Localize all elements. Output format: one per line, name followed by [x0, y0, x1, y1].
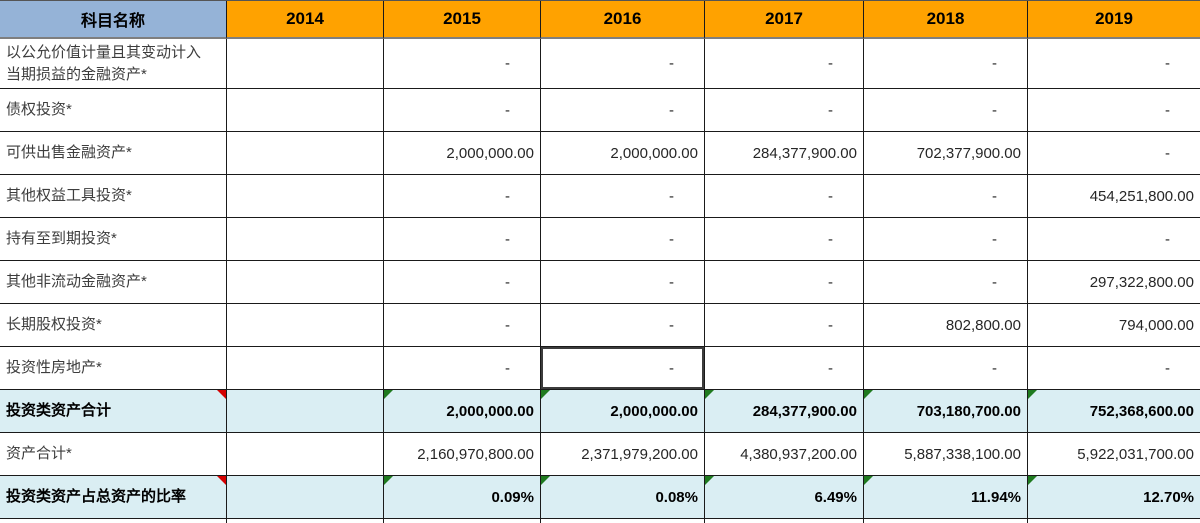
row-label-cell[interactable]: 以公允价值计量且其变动计入 当期损益的金融资产* — [0, 39, 227, 89]
value-cell[interactable] — [227, 261, 384, 304]
value-cell[interactable] — [227, 175, 384, 218]
value-cell[interactable] — [227, 390, 384, 433]
value-cell[interactable]: - — [705, 304, 864, 347]
value-cell[interactable] — [227, 132, 384, 175]
value-cell[interactable]: - — [541, 39, 705, 89]
value-cell[interactable]: 297,322,800.00 — [1028, 261, 1200, 304]
value-cell[interactable]: 0.09% — [384, 476, 541, 519]
column-header-year-2018[interactable]: 2018 — [864, 1, 1028, 39]
value-cell[interactable]: 6.49% — [705, 476, 864, 519]
value-cell[interactable]: 5,922,031,700.00 — [1028, 433, 1200, 476]
value-cell[interactable]: - — [705, 39, 864, 89]
value-cell[interactable]: - — [864, 39, 1028, 89]
partial-row-cell[interactable] — [1028, 519, 1200, 523]
value-cell[interactable] — [227, 39, 384, 89]
partial-row-cell[interactable] — [227, 519, 384, 523]
value-cell[interactable]: - — [541, 89, 705, 132]
row-label-cell[interactable]: 投资性房地产* — [0, 347, 227, 390]
value-cell[interactable]: 2,000,000.00 — [541, 132, 705, 175]
value-cell[interactable]: - — [705, 89, 864, 132]
value-cell[interactable] — [227, 89, 384, 132]
value-cell[interactable]: 284,377,900.00 — [705, 390, 864, 433]
column-header-year-2016[interactable]: 2016 — [541, 1, 705, 39]
value-cell[interactable]: - — [541, 261, 705, 304]
row-label-cell[interactable]: 投资类资产占总资产的比率 — [0, 476, 227, 519]
value-cell[interactable]: - — [541, 218, 705, 261]
value-cell[interactable]: 2,000,000.00 — [541, 390, 705, 433]
partial-row-cell[interactable] — [384, 519, 541, 523]
value-cell[interactable]: 11.94% — [864, 476, 1028, 519]
value-cell[interactable]: - — [705, 175, 864, 218]
row-label-cell[interactable]: 资产合计* — [0, 433, 227, 476]
value-cell[interactable] — [227, 476, 384, 519]
row-label-cell[interactable]: 债权投资* — [0, 89, 227, 132]
value-cell[interactable]: - — [705, 218, 864, 261]
value-cell[interactable]: - — [384, 261, 541, 304]
value-cell[interactable]: - — [1028, 132, 1200, 175]
row-label-cell[interactable]: 持有至到期投资* — [0, 218, 227, 261]
partial-row-cell[interactable] — [541, 519, 705, 523]
value-cell[interactable]: 752,368,600.00 — [1028, 390, 1200, 433]
value-cell[interactable]: 2,000,000.00 — [384, 132, 541, 175]
value-cell[interactable] — [227, 347, 384, 390]
value-cell[interactable]: 0.08% — [541, 476, 705, 519]
value-cell[interactable]: - — [705, 261, 864, 304]
column-header-year-2014[interactable]: 2014 — [227, 1, 384, 39]
column-header-year-2019[interactable]: 2019 — [1028, 1, 1200, 39]
value-cell[interactable]: 4,380,937,200.00 — [705, 433, 864, 476]
value-cell[interactable]: - — [1028, 39, 1200, 89]
value-cell[interactable]: - — [1028, 89, 1200, 132]
value-cell[interactable]: - — [864, 261, 1028, 304]
value-cell[interactable]: - — [384, 39, 541, 89]
partial-row-cell[interactable] — [705, 519, 864, 523]
value-cell[interactable] — [227, 433, 384, 476]
value-cell[interactable]: - — [384, 218, 541, 261]
value-cell[interactable]: - — [1028, 218, 1200, 261]
row-label-cell[interactable]: 可供出售金融资产* — [0, 132, 227, 175]
value-cell[interactable]: - — [384, 175, 541, 218]
value-cell[interactable] — [227, 304, 384, 347]
column-header-year-2017[interactable]: 2017 — [705, 1, 864, 39]
row-label-cell[interactable]: 其他非流动金融资产* — [0, 261, 227, 304]
value-cell[interactable]: 12.70% — [1028, 476, 1200, 519]
value-cell[interactable]: - — [864, 347, 1028, 390]
row-label-cell[interactable]: 长期股权投资* — [0, 304, 227, 347]
value-cell[interactable]: 802,800.00 — [864, 304, 1028, 347]
value-cell[interactable]: 2,371,979,200.00 — [541, 433, 705, 476]
value-cell[interactable]: 2,160,970,800.00 — [384, 433, 541, 476]
value-cell[interactable]: - — [705, 347, 864, 390]
column-header-year-2015[interactable]: 2015 — [384, 1, 541, 39]
partial-row-cell[interactable] — [0, 519, 227, 523]
row-label-cell[interactable]: 投资类资产合计 — [0, 390, 227, 433]
value-cell[interactable]: 454,251,800.00 — [1028, 175, 1200, 218]
row-label-cell[interactable]: 其他权益工具投资* — [0, 175, 227, 218]
value-cell[interactable]: 5,887,338,100.00 — [864, 433, 1028, 476]
value-cell[interactable]: - — [384, 89, 541, 132]
value-cell[interactable]: - — [864, 218, 1028, 261]
value-cell[interactable]: 702,377,900.00 — [864, 132, 1028, 175]
value-cell[interactable]: - — [541, 175, 705, 218]
value-cell[interactable]: - — [1028, 347, 1200, 390]
partial-row-cell[interactable] — [864, 519, 1028, 523]
value-cell[interactable]: - — [864, 175, 1028, 218]
value-cell[interactable]: - — [864, 89, 1028, 132]
selected-cell[interactable]: - — [541, 347, 705, 390]
value-cell[interactable] — [227, 218, 384, 261]
value-cell[interactable]: - — [384, 347, 541, 390]
value-cell[interactable]: - — [541, 304, 705, 347]
column-header-subject[interactable]: 科目名称 — [0, 1, 227, 39]
value-cell[interactable]: 284,377,900.00 — [705, 132, 864, 175]
value-cell[interactable]: 2,000,000.00 — [384, 390, 541, 433]
value-cell[interactable]: 703,180,700.00 — [864, 390, 1028, 433]
value-cell[interactable]: 794,000.00 — [1028, 304, 1200, 347]
value-cell[interactable]: - — [384, 304, 541, 347]
